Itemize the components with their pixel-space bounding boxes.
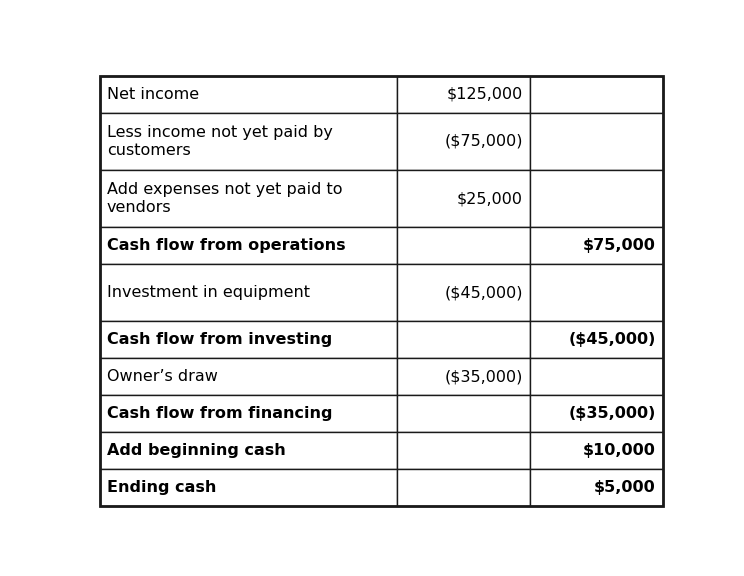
Bar [530, 76, 663, 113]
Bar [397, 321, 530, 358]
Text: ($45,000): ($45,000) [444, 285, 523, 300]
Bar [397, 170, 530, 227]
Bar [397, 227, 530, 264]
Bar [530, 358, 663, 395]
Text: ($45,000): ($45,000) [568, 332, 655, 347]
Text: $25,000: $25,000 [457, 191, 523, 206]
Bar [397, 469, 530, 506]
Bar [397, 264, 530, 321]
Bar [100, 170, 397, 227]
Text: $5,000: $5,000 [594, 480, 655, 495]
Text: Net income: Net income [107, 87, 199, 102]
Bar [100, 113, 397, 170]
Text: ($75,000): ($75,000) [444, 134, 523, 149]
Bar [100, 432, 397, 469]
Text: Cash flow from operations: Cash flow from operations [107, 238, 345, 253]
Bar [100, 227, 397, 264]
Bar [530, 321, 663, 358]
Text: Investment in equipment: Investment in equipment [107, 285, 310, 300]
Text: $10,000: $10,000 [583, 443, 655, 458]
Bar [100, 264, 397, 321]
Text: Less income not yet paid by
customers: Less income not yet paid by customers [107, 124, 333, 158]
Text: ($35,000): ($35,000) [444, 369, 523, 384]
Text: Cash flow from financing: Cash flow from financing [107, 406, 333, 421]
Bar [100, 321, 397, 358]
Bar [530, 432, 663, 469]
Text: Owner’s draw: Owner’s draw [107, 369, 218, 384]
Bar [530, 113, 663, 170]
Text: ($35,000): ($35,000) [568, 406, 655, 421]
Bar [530, 395, 663, 432]
Bar [397, 113, 530, 170]
Bar [530, 469, 663, 506]
Text: $75,000: $75,000 [583, 238, 655, 253]
Bar [397, 395, 530, 432]
Bar [397, 432, 530, 469]
Bar [100, 395, 397, 432]
Bar [397, 358, 530, 395]
Text: Add expenses not yet paid to
vendors: Add expenses not yet paid to vendors [107, 182, 342, 215]
Text: Cash flow from investing: Cash flow from investing [107, 332, 332, 347]
Bar [530, 264, 663, 321]
Text: $125,000: $125,000 [446, 87, 523, 102]
Bar [530, 227, 663, 264]
Bar [100, 469, 397, 506]
Text: Add beginning cash: Add beginning cash [107, 443, 286, 458]
Bar [530, 170, 663, 227]
Text: Ending cash: Ending cash [107, 480, 217, 495]
Bar [100, 76, 397, 113]
Bar [397, 76, 530, 113]
Bar [100, 358, 397, 395]
